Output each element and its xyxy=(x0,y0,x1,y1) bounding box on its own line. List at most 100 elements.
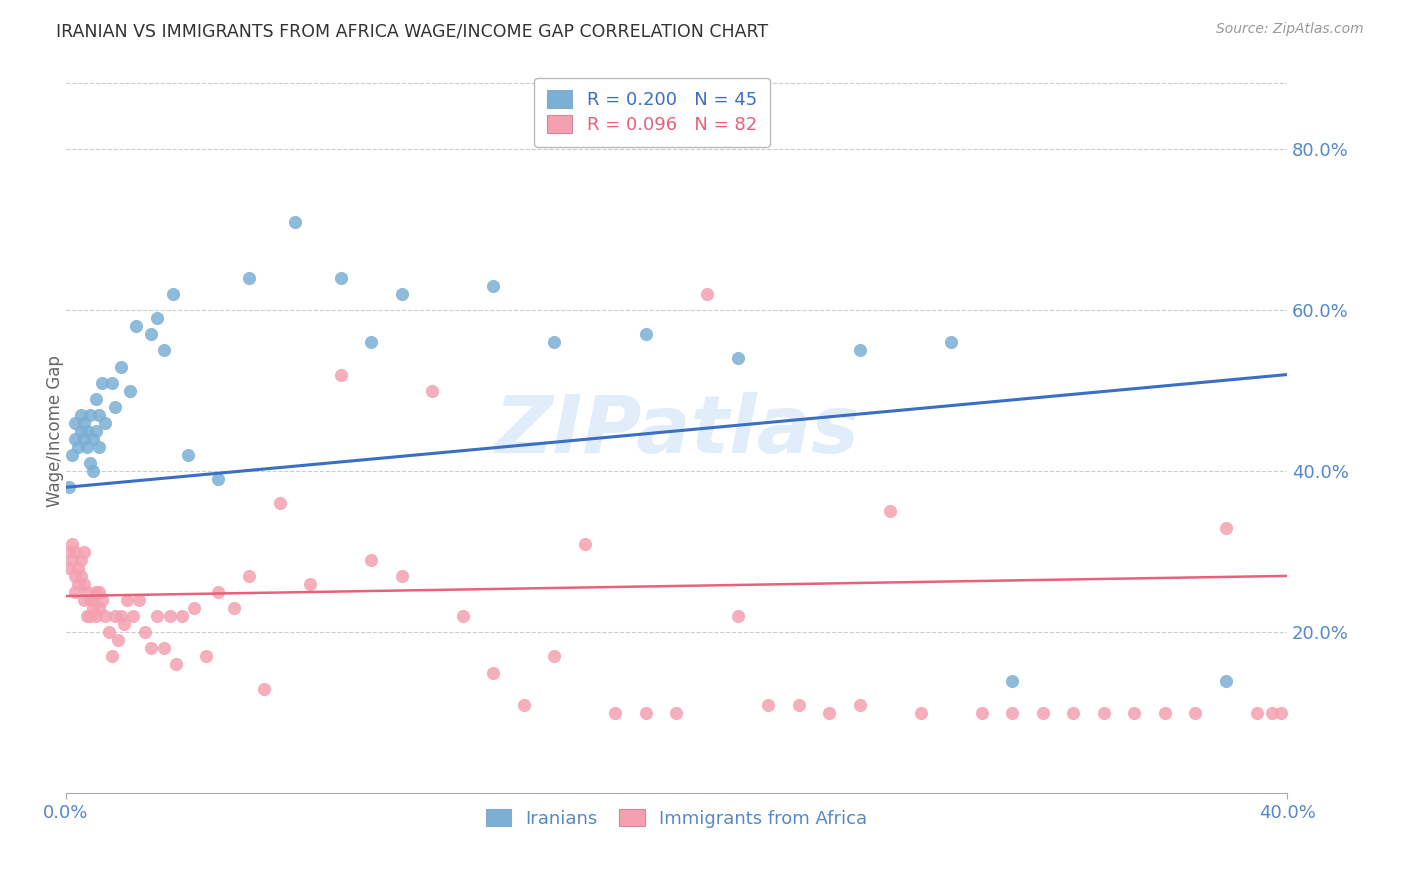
Point xyxy=(141,327,163,342)
Point xyxy=(73,545,96,559)
Point xyxy=(146,311,169,326)
Point xyxy=(299,577,322,591)
Point xyxy=(152,343,174,358)
Point xyxy=(1261,706,1284,720)
Point xyxy=(574,537,596,551)
Point xyxy=(360,553,382,567)
Point xyxy=(63,545,86,559)
Point xyxy=(170,609,193,624)
Point xyxy=(89,408,111,422)
Text: Source: ZipAtlas.com: Source: ZipAtlas.com xyxy=(1216,22,1364,37)
Point xyxy=(63,569,86,583)
Point xyxy=(134,625,156,640)
Point xyxy=(665,706,688,720)
Point xyxy=(970,706,993,720)
Point xyxy=(82,464,104,478)
Point xyxy=(86,609,108,624)
Point xyxy=(89,585,111,599)
Point xyxy=(482,279,505,293)
Text: ZIPatlas: ZIPatlas xyxy=(494,392,859,470)
Point xyxy=(165,657,187,672)
Point xyxy=(86,424,108,438)
Point xyxy=(66,440,89,454)
Point xyxy=(1215,673,1237,688)
Point xyxy=(1123,706,1146,720)
Point xyxy=(79,456,101,470)
Point xyxy=(122,609,145,624)
Point xyxy=(100,376,122,390)
Point xyxy=(482,665,505,680)
Point xyxy=(634,706,657,720)
Point xyxy=(141,641,163,656)
Point xyxy=(94,609,117,624)
Y-axis label: Wage/Income Gap: Wage/Income Gap xyxy=(46,355,63,507)
Point xyxy=(60,448,83,462)
Point xyxy=(76,424,98,438)
Point xyxy=(58,545,80,559)
Point xyxy=(207,585,229,599)
Point xyxy=(543,335,565,350)
Point xyxy=(107,633,129,648)
Point xyxy=(238,569,260,583)
Point xyxy=(543,649,565,664)
Point xyxy=(1032,706,1054,720)
Point xyxy=(104,400,127,414)
Point xyxy=(1270,706,1292,720)
Point xyxy=(60,537,83,551)
Point xyxy=(1092,706,1115,720)
Point xyxy=(58,561,80,575)
Point xyxy=(195,649,218,664)
Point xyxy=(86,392,108,406)
Point xyxy=(82,432,104,446)
Point xyxy=(910,706,932,720)
Point xyxy=(79,609,101,624)
Point xyxy=(76,440,98,454)
Point xyxy=(79,593,101,607)
Point xyxy=(89,601,111,615)
Point xyxy=(284,214,307,228)
Point xyxy=(605,706,627,720)
Point xyxy=(118,384,141,398)
Point xyxy=(63,416,86,430)
Legend: Iranians, Immigrants from Africa: Iranians, Immigrants from Africa xyxy=(478,802,875,835)
Point xyxy=(104,609,127,624)
Point xyxy=(269,496,291,510)
Point xyxy=(941,335,963,350)
Point xyxy=(513,698,536,712)
Point xyxy=(128,593,150,607)
Point xyxy=(146,609,169,624)
Point xyxy=(696,287,718,301)
Point xyxy=(125,319,148,334)
Point xyxy=(879,504,901,518)
Point xyxy=(73,577,96,591)
Point xyxy=(238,271,260,285)
Point xyxy=(100,649,122,664)
Point xyxy=(1001,673,1024,688)
Point xyxy=(207,472,229,486)
Point xyxy=(727,609,749,624)
Point xyxy=(79,408,101,422)
Point xyxy=(848,343,870,358)
Point xyxy=(70,553,93,567)
Point xyxy=(86,585,108,599)
Point xyxy=(58,480,80,494)
Point xyxy=(1001,706,1024,720)
Point xyxy=(110,609,132,624)
Point xyxy=(97,625,120,640)
Point xyxy=(91,593,114,607)
Point xyxy=(727,351,749,366)
Point xyxy=(82,601,104,615)
Point xyxy=(1215,520,1237,534)
Point xyxy=(70,408,93,422)
Point xyxy=(1246,706,1268,720)
Point xyxy=(253,681,276,696)
Point xyxy=(329,368,352,382)
Point xyxy=(159,609,181,624)
Point xyxy=(329,271,352,285)
Point xyxy=(73,416,96,430)
Point xyxy=(787,698,810,712)
Point xyxy=(66,577,89,591)
Point xyxy=(222,601,245,615)
Point xyxy=(634,327,657,342)
Point xyxy=(112,617,135,632)
